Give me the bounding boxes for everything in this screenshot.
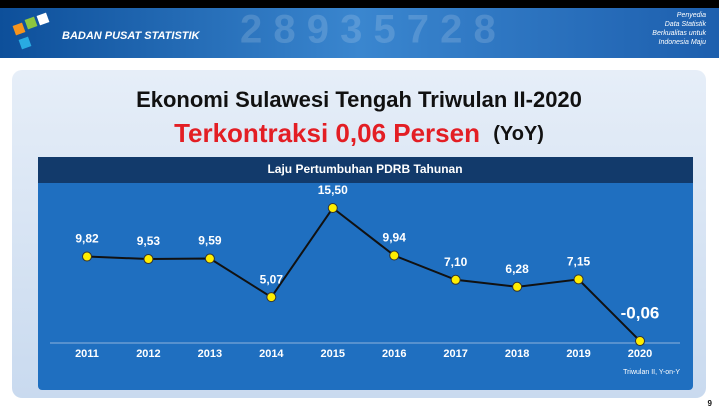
- data-point: [266, 292, 277, 303]
- tagline-line: Indonesia Maju: [659, 39, 707, 46]
- data-point: [512, 281, 523, 292]
- x-tick-label: 2018: [505, 348, 529, 360]
- tagline-line: Penyedia: [677, 12, 706, 19]
- x-tick-label: 2014: [259, 348, 284, 360]
- x-tick-label: 2020: [628, 348, 652, 360]
- chart-note: Triwulan II, Y-on-Y: [623, 369, 680, 376]
- header-decoration: 2 8 9 3 5 7 2 8: [240, 8, 496, 52]
- x-tick-label: 2017: [443, 348, 467, 360]
- chart-header: [38, 157, 693, 183]
- data-point: [450, 274, 461, 285]
- value-label: -0,06: [621, 303, 660, 322]
- x-tick-label: 2013: [198, 348, 222, 360]
- headline-suffix: (YoY): [493, 123, 544, 145]
- tagline-line: Data Statistik: [665, 21, 707, 28]
- value-label: 9,94: [383, 231, 407, 245]
- series-line: [86, 206, 641, 342]
- page-number: 9: [708, 399, 713, 408]
- x-tick-label: 2011: [75, 348, 99, 360]
- x-tick-label: 2015: [321, 348, 345, 360]
- chart-box: [38, 157, 693, 390]
- data-point: [143, 254, 154, 265]
- org-name: BADAN PUSAT STATISTIK: [62, 30, 201, 42]
- data-point: [635, 336, 645, 346]
- value-label: 9,53: [137, 234, 161, 248]
- top-bar: [0, 0, 719, 8]
- value-label: 6,28: [505, 262, 529, 276]
- x-tick-label: 2019: [566, 348, 590, 360]
- data-point: [82, 251, 92, 262]
- x-tick-label: 2012: [136, 348, 160, 360]
- tagline-line: Berkualitas untuk: [652, 30, 706, 37]
- value-label: 15,50: [318, 183, 348, 197]
- plot: 9,82 2011 9,53 2012 9,59 2013 5,07 2014 15,50 201…: [75, 183, 659, 360]
- value-label: 7,10: [444, 255, 468, 269]
- data-point: [389, 250, 400, 261]
- data-point: [204, 253, 215, 264]
- data-point: [327, 203, 338, 213]
- header-band: [0, 8, 719, 58]
- headline: Terkontraksi 0,06 Persen (YoY): [174, 118, 544, 148]
- value-label: 9,59: [198, 234, 222, 248]
- svg-text:2 8 9 3 5 7 2 8: 2 8 9 3 5 7 2 8: [240, 8, 496, 52]
- value-label: 7,15: [567, 255, 591, 269]
- x-tick-label: 2016: [382, 348, 406, 360]
- tagline: Penyedia Data Statistik Berkualitas untuk I…: [652, 12, 706, 46]
- value-label: 5,07: [260, 272, 284, 286]
- data-point: [573, 274, 584, 285]
- headline-main: Terkontraksi 0,06 Persen: [174, 118, 480, 148]
- logo: [12, 12, 50, 50]
- chart-title: Laju Pertumbuhan PDRB Tahunan: [267, 162, 462, 176]
- value-label: 9,82: [75, 232, 99, 246]
- slide-title: Ekonomi Sulawesi Tengah Triwulan II-2020: [136, 87, 582, 112]
